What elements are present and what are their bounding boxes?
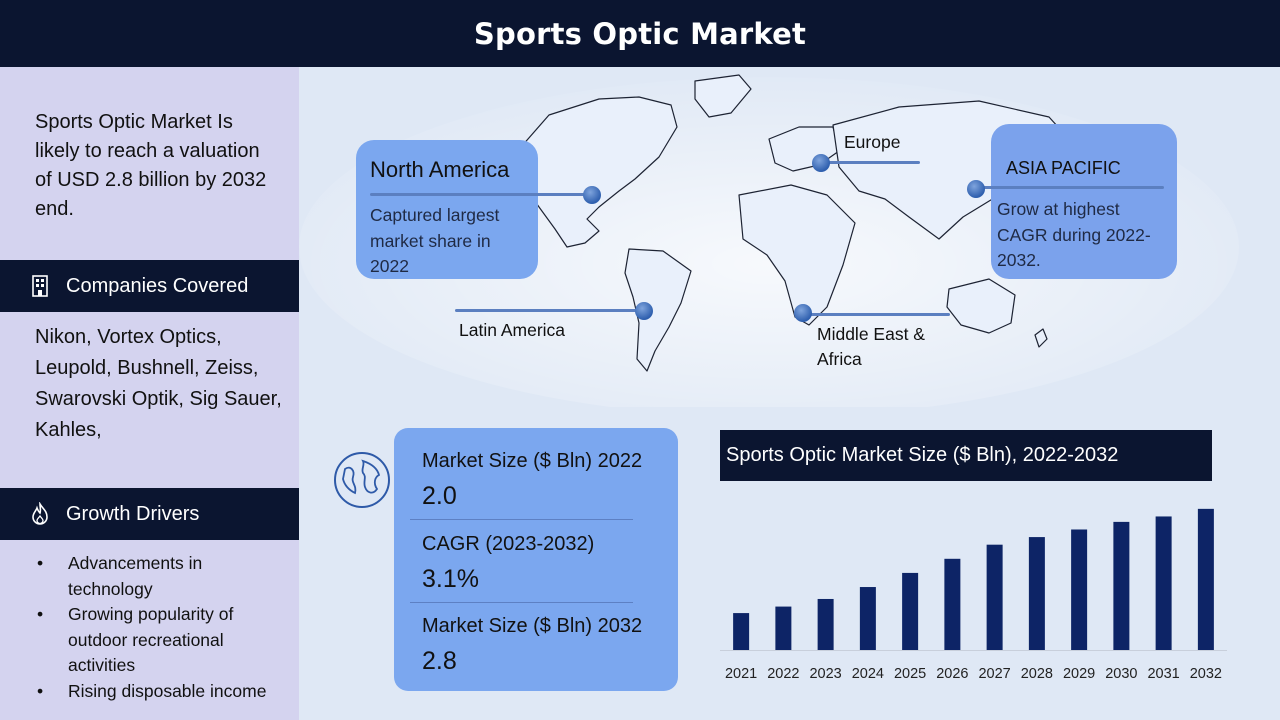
- x-tick-label: 2028: [1021, 666, 1053, 682]
- mea-marker: [794, 304, 812, 322]
- metric-value-cagr: 3.1%: [422, 565, 479, 593]
- drivers-heading: Growth Drivers: [66, 502, 200, 525]
- metric-value-2022: 2.0: [422, 482, 457, 510]
- driver-item: Rising disposable income: [35, 679, 285, 705]
- drivers-header: Growth Drivers: [0, 488, 299, 540]
- flame-icon: [30, 502, 50, 526]
- bar-2025: [902, 572, 919, 650]
- latin-america-marker: [635, 302, 653, 320]
- asia-pacific-desc: Grow at highest CAGR during 2022-2032.: [997, 199, 1151, 270]
- bar-2022: [775, 606, 792, 650]
- driver-item: Advancements in technology: [35, 551, 285, 602]
- building-icon: [30, 274, 50, 298]
- europe-marker: [812, 154, 830, 172]
- mea-leader: [802, 313, 950, 316]
- map-north-america: [520, 96, 678, 248]
- bar-2027: [986, 544, 1003, 650]
- europe-label: Europe: [844, 132, 901, 152]
- asia-pacific-card: [991, 124, 1177, 279]
- x-tick-label: 2024: [852, 666, 884, 682]
- bar-2021: [733, 613, 750, 650]
- north-america-leader: [370, 193, 592, 196]
- bar-2032: [1197, 508, 1214, 650]
- bar-2026: [944, 558, 961, 650]
- north-america-title: North America: [370, 157, 510, 182]
- x-tick-label: 2026: [936, 666, 968, 682]
- x-tick-label: 2025: [894, 666, 926, 682]
- metric-divider: [410, 602, 633, 603]
- bar-2030: [1113, 521, 1130, 650]
- bar-2028: [1028, 537, 1045, 650]
- drivers-list: Advancements in technology Growing popul…: [35, 551, 285, 704]
- metric-label-2032: Market Size ($ Bln) 2032: [422, 615, 643, 637]
- metrics-card: [394, 428, 678, 691]
- title-bar: Sports Optic Market: [0, 0, 1280, 67]
- mea-label: Middle East & Africa: [817, 324, 925, 369]
- companies-list: Nikon, Vortex Optics, Leupold, Bushnell,…: [35, 326, 282, 441]
- companies-heading: Companies Covered: [66, 274, 249, 297]
- x-tick-label: 2029: [1063, 666, 1095, 682]
- map-australia: [946, 278, 1016, 334]
- metric-label-cagr: CAGR (2023-2032): [422, 533, 595, 555]
- x-tick-label: 2027: [978, 666, 1010, 682]
- latin-america-label: Latin America: [459, 320, 566, 340]
- bar-2023: [817, 598, 834, 650]
- x-tick-label: 2021: [725, 666, 757, 682]
- metric-divider: [410, 519, 633, 520]
- north-america-desc: Captured largest market share in 2022: [370, 205, 500, 276]
- globe-icon: [334, 452, 390, 508]
- europe-leader: [820, 161, 920, 164]
- north-america-marker: [583, 186, 601, 204]
- north-america-card: [356, 140, 538, 279]
- asia-pacific-leader: [976, 186, 1164, 189]
- bar-2024: [859, 587, 876, 650]
- chart-title: Sports Optic Market Size ($ Bln), 2022-2…: [720, 430, 1212, 481]
- map-greenland: [694, 74, 752, 118]
- x-tick-label: 2030: [1105, 666, 1137, 682]
- driver-item: Growing popularity of outdoor recreation…: [35, 602, 285, 679]
- x-tick-label: 2023: [809, 666, 841, 682]
- latin-america-leader: [455, 309, 645, 312]
- page-title: Sports Optic Market: [473, 16, 807, 51]
- asia-pacific-title: ASIA PACIFIC: [1006, 158, 1121, 178]
- bar-chart: 2021 2022 2023 2024 2025 2026 2027 2028 2029 2030…: [720, 508, 1227, 682]
- bar-2029: [1071, 529, 1088, 650]
- metric-label-2022: Market Size ($ Bln) 2022: [422, 450, 643, 472]
- map-south-america: [624, 248, 692, 372]
- metric-value-2032: 2.8: [422, 647, 457, 675]
- market-intro-text: Sports Optic Market Is likely to reach a…: [35, 111, 267, 220]
- x-tick-label: 2031: [1147, 666, 1179, 682]
- asia-pacific-marker: [967, 180, 985, 198]
- bar-2031: [1155, 516, 1172, 650]
- x-tick-label: 2022: [767, 666, 799, 682]
- companies-header: Companies Covered: [0, 260, 299, 312]
- map-africa: [738, 184, 856, 326]
- x-tick-label: 2032: [1190, 666, 1222, 682]
